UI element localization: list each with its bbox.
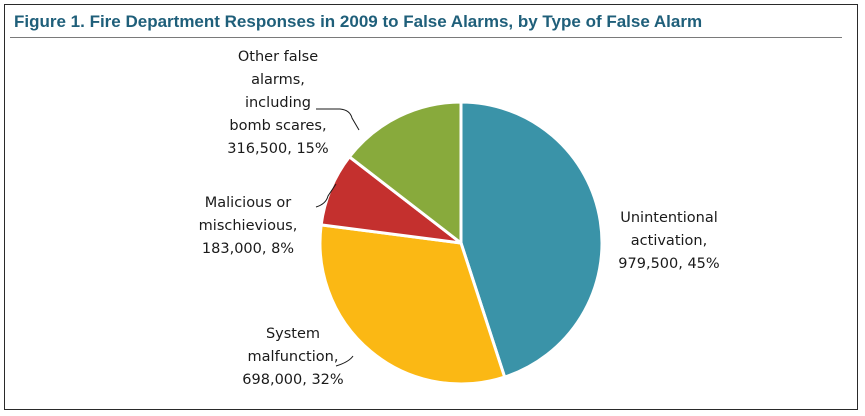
title-divider [10, 37, 842, 38]
label-line: alarms, [251, 72, 305, 88]
label-line: 979,500, 45% [618, 256, 719, 272]
label-line: bomb scares, [229, 118, 326, 134]
label-line: System [266, 326, 320, 342]
label-line: activation, [631, 233, 707, 249]
label-line: 183,000, 8% [202, 241, 294, 257]
label-unintentional-activation: Unintentional activation, 979,500, 45% [618, 210, 719, 272]
chart-title: Figure 1. Fire Department Responses in 2… [14, 12, 703, 31]
label-line: malfunction, [248, 349, 339, 365]
leader-other-false-alarms [316, 108, 360, 131]
label-line: 316,500, 15% [227, 141, 328, 157]
label-malicious: Malicious or mischievious, 183,000, 8% [199, 195, 298, 257]
leader-system-malfunction [335, 355, 354, 367]
label-system-malfunction: System malfunction, 698,000, 32% [242, 326, 343, 388]
slice-other-false-alarms [347, 100, 463, 245]
label-line: Unintentional [620, 210, 718, 226]
slice-system-malfunction [318, 223, 507, 386]
label-line: Malicious or [205, 195, 292, 211]
label-line: including [245, 95, 311, 111]
label-line: 698,000, 32% [242, 372, 343, 388]
label-line: mischievious, [199, 218, 298, 234]
label-other-false-alarms: Other false alarms, including bomb scares, 3… [227, 49, 328, 157]
leader-malicious [315, 183, 337, 208]
slice-unintentional-activation [459, 100, 604, 379]
label-line: Other false [238, 49, 318, 65]
